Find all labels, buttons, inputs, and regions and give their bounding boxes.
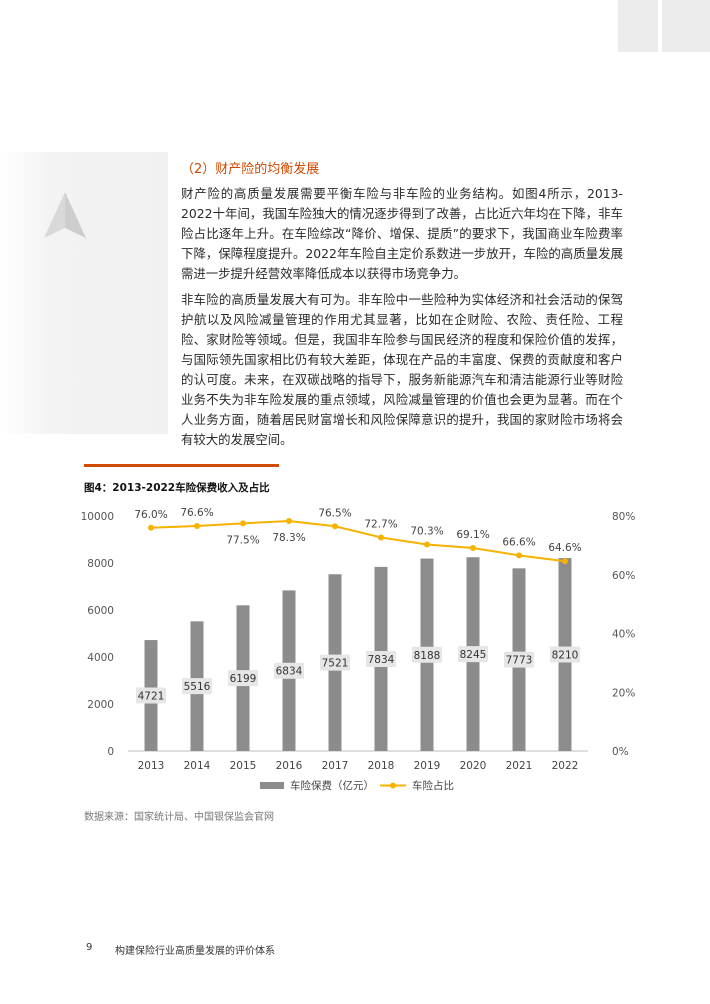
share-point-2017 xyxy=(332,523,338,530)
bar-value-label: 4721 xyxy=(138,691,165,703)
bar-label-box xyxy=(274,662,304,679)
bar-value-label: 8210 xyxy=(552,650,579,662)
bar-value-label: 6199 xyxy=(230,673,257,685)
y-left-tick-label: 10000 xyxy=(81,511,114,523)
share-value-label: 69.1% xyxy=(456,529,489,541)
x-tick-label: 2018 xyxy=(368,760,395,772)
legend-line-marker xyxy=(390,782,396,789)
bar-value-label: 6834 xyxy=(276,666,303,678)
bar-label-box xyxy=(320,654,350,671)
section-heading: （2）财产险的均衡发展 xyxy=(181,162,320,177)
bar-value-label: 8188 xyxy=(414,650,441,662)
legend-bar-swatch xyxy=(260,782,284,789)
paragraph-vehicle-insurance: 财产险的高质量发展需要平衡车险与非车险的业务结构。如图4所示，2013-2022… xyxy=(181,186,623,281)
share-line xyxy=(150,519,566,563)
data-source: 数据来源：国家统计局、中国银保监会官网 xyxy=(84,812,274,823)
y-right-tick-label: 20% xyxy=(612,687,635,699)
x-tick-label: 2016 xyxy=(276,760,303,772)
bar-value-label: 7834 xyxy=(368,654,395,666)
share-point-2014 xyxy=(194,522,200,529)
bar-label-box xyxy=(228,670,258,687)
share-value-label: 66.6% xyxy=(502,536,535,548)
share-value-label: 70.3% xyxy=(410,525,443,537)
y-right-tick-label: 0% xyxy=(612,746,629,758)
bar-value-label: 5516 xyxy=(184,681,211,693)
y-right-tick-label: 80% xyxy=(612,511,635,523)
bar-label-box xyxy=(504,651,534,668)
y-left-tick-label: 6000 xyxy=(87,605,114,617)
bar-label-box xyxy=(458,646,488,663)
legend-line-label: 车险占比 xyxy=(412,779,454,792)
x-tick-label: 2017 xyxy=(322,760,349,772)
share-value-label: 72.7% xyxy=(364,518,397,530)
share-value-label: 64.6% xyxy=(548,542,581,554)
corner-decoration xyxy=(618,0,710,52)
share-point-2018 xyxy=(378,534,384,541)
figure-title: 图4：2013-2022车险保费收入及占比 xyxy=(84,482,270,494)
x-tick-label: 2019 xyxy=(414,760,441,772)
bar-label-box xyxy=(412,646,442,663)
share-point-2016 xyxy=(286,517,292,524)
x-tick-label: 2015 xyxy=(230,760,257,772)
share-point-2019 xyxy=(424,541,430,548)
figure-divider xyxy=(84,464,279,467)
share-value-label: 78.3% xyxy=(272,532,305,544)
x-tick-label: 2022 xyxy=(552,760,579,772)
y-left-tick-label: 8000 xyxy=(87,558,114,570)
legend-bar-label: 车险保费（亿元） xyxy=(290,779,374,792)
bar-value-label: 7773 xyxy=(506,655,533,667)
bar-value-label: 7521 xyxy=(322,658,349,670)
share-value-label: 76.0% xyxy=(134,509,167,521)
bar-value-label: 8245 xyxy=(460,649,487,661)
side-decorative-band xyxy=(0,152,168,434)
share-point-2020 xyxy=(470,545,476,552)
y-right-tick-label: 40% xyxy=(612,629,635,641)
bar-label-box xyxy=(550,646,580,663)
y-left-tick-label: 4000 xyxy=(87,652,114,664)
page-number: 9 xyxy=(86,942,93,953)
share-value-label: 76.5% xyxy=(318,507,351,519)
x-tick-label: 2014 xyxy=(184,760,211,772)
share-point-2022 xyxy=(562,558,568,565)
bar-label-box xyxy=(136,687,166,704)
x-tick-label: 2021 xyxy=(506,760,533,772)
x-tick-label: 2020 xyxy=(460,760,487,772)
premium-chart: 0 2000 4000 6000 8000 10000 0% 20% 40% 60% 80% 4721… xyxy=(81,507,636,792)
bar-label-box xyxy=(182,678,212,695)
x-tick-label: 2013 xyxy=(138,760,165,772)
footer-title: 构建保险行业高质量发展的评价体系 xyxy=(115,946,275,957)
y-right-tick-label: 60% xyxy=(612,570,635,582)
y-left-tick-label: 2000 xyxy=(87,699,114,711)
share-value-label: 76.6% xyxy=(180,507,213,519)
y-left-tick-label: 0 xyxy=(107,746,114,758)
bar-label-box xyxy=(366,650,396,667)
share-point-2015 xyxy=(240,520,246,527)
share-point-2013 xyxy=(148,524,154,531)
share-point-2021 xyxy=(516,552,522,559)
arrow-up-icon xyxy=(44,192,86,238)
paragraph-non-vehicle-insurance: 非车险的高质量发展大有可为。非车险中一些险种为实体经济和社会活动的保驾护航以及风… xyxy=(181,292,623,447)
share-value-label: 77.5% xyxy=(226,534,259,546)
